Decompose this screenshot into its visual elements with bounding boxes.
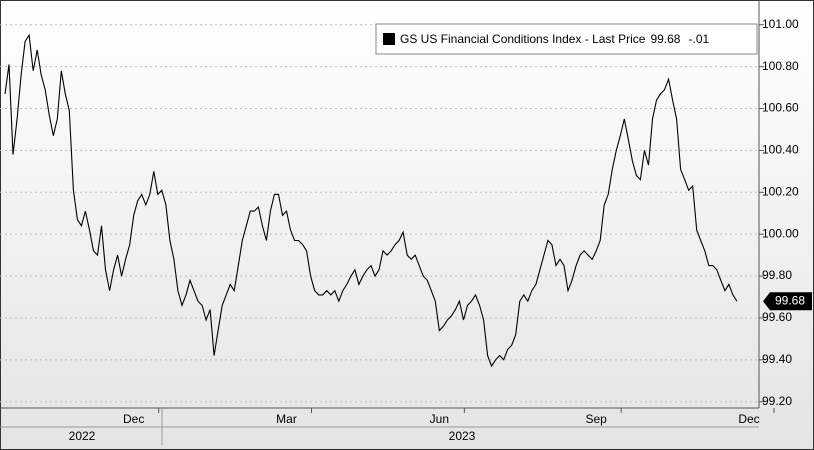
y-tick-label: 100.00 [762, 226, 799, 240]
legend-change: -.01 [688, 32, 709, 46]
y-tick-label: 100.80 [762, 59, 799, 73]
y-tick-label: 100.60 [762, 101, 799, 115]
legend: GS US Financial Conditions Index - Last … [375, 23, 758, 55]
y-tick-label: 101.00 [762, 17, 799, 31]
year-label: 2023 [449, 429, 476, 443]
legend-swatch [383, 33, 395, 45]
y-tick-label: 99.20 [762, 394, 792, 408]
last-price-tag [763, 292, 812, 311]
y-tick-label: 100.20 [762, 184, 799, 198]
legend-box [375, 23, 758, 55]
year-label: 2022 [69, 429, 96, 443]
last-price-label: 99.68 [775, 293, 805, 307]
y-tick-label: 100.40 [762, 143, 799, 157]
legend-last-price: 99.68 [650, 32, 680, 46]
legend-text: GS US Financial Conditions Index - Last … [400, 32, 709, 46]
y-tick-label: 99.80 [762, 268, 792, 282]
y-tick-label: 99.40 [762, 352, 792, 366]
x-tick-label: Dec [123, 412, 144, 426]
y-tick-label: 99.60 [762, 310, 792, 324]
x-tick-label: Jun [430, 412, 449, 426]
legend-name: GS US Financial Conditions Index - Last … [400, 32, 646, 46]
x-tick-label: Mar [276, 412, 297, 426]
x-tick-label: Sep [585, 412, 607, 426]
line-series [4, 33, 738, 368]
x-tick-label: Dec [738, 412, 759, 426]
